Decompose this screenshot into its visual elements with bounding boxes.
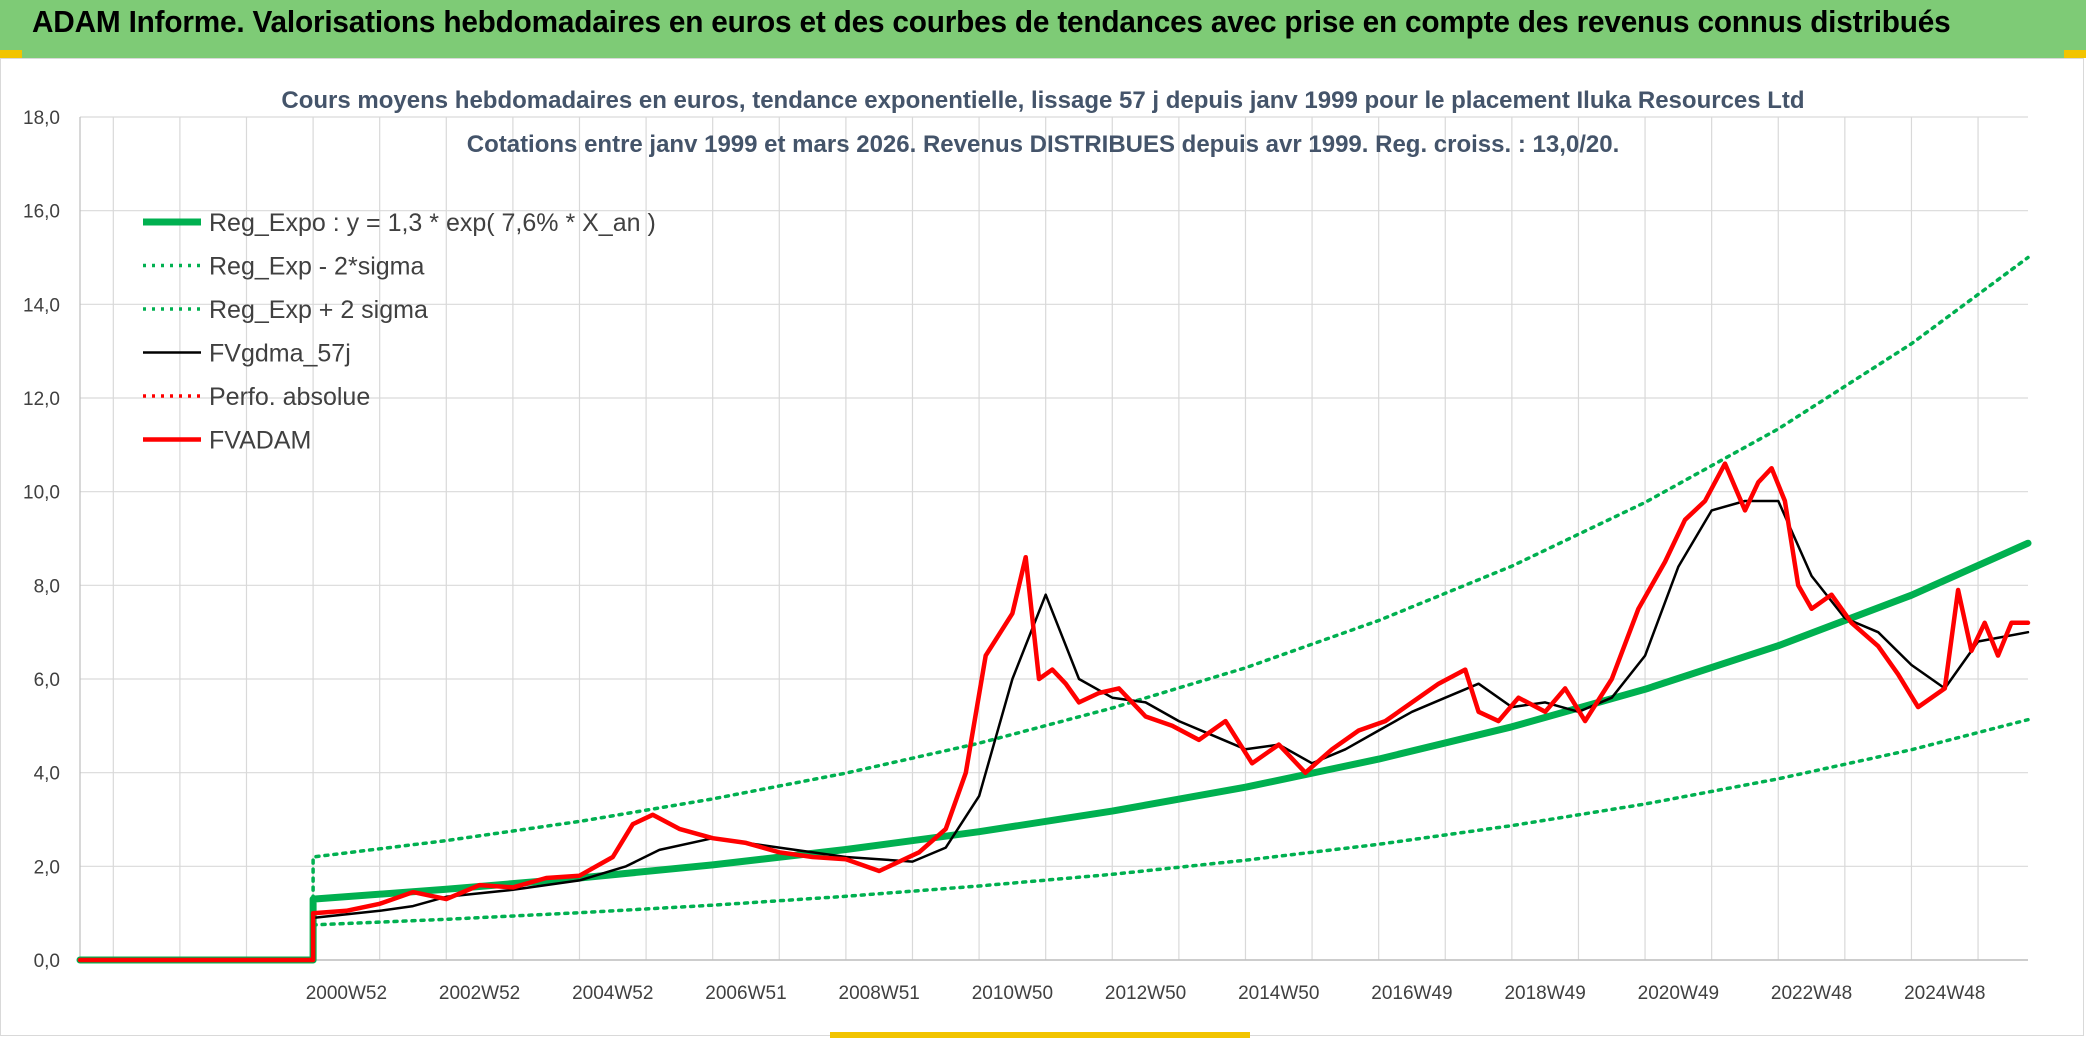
legend-label: FVgdma_57j [209,340,351,368]
legend-label: Reg_Expo : y = 1,3 * exp( 7,6% * X_an ) [209,209,656,237]
legend-label: Perfo. absolue [209,383,370,411]
x-tick-label: 2024W48 [1904,983,1985,1004]
chart-title-line2: Cotations entre janv 1999 et mars 2026. … [467,131,1620,158]
series-line [76,539,2032,964]
legend: Reg_Expo : y = 1,3 * exp( 7,6% * X_an ) R… [143,209,656,455]
legend-label: FVADAM [209,427,311,455]
y-tick-label: 18,0 [23,108,60,129]
y-tick-label: 0,0 [34,951,60,972]
chart-frame [0,58,2084,1036]
y-tick-label: 4,0 [34,764,60,785]
header-bar: ADAM Informe. Valorisations hebdomadaire… [0,0,2086,58]
legend-label: Reg_Exp - 2*sigma [209,253,424,281]
gridlines [80,116,2028,961]
x-tick-label: 2006W51 [705,983,786,1004]
series-line [311,255,2030,901]
x-tick-label: 2022W48 [1771,983,1852,1004]
chart-title-line1: Cours moyens hebdomadaires en euros, ten… [281,87,1804,114]
x-tick-label: 2014W50 [1238,983,1319,1004]
series-line [77,461,2031,963]
x-tick-label: 2020W49 [1638,983,1719,1004]
x-tick-label: 2000W52 [306,983,387,1004]
series-line [311,717,2030,927]
x-tick-label: 2008W51 [839,983,920,1004]
header-accent-left [0,50,22,58]
page-title: ADAM Informe. Valorisations hebdomadaire… [32,4,1951,39]
y-tick-label: 14,0 [23,295,60,316]
y-tick-label: 8,0 [34,576,60,597]
series-line [78,499,2030,962]
y-tick-label: 6,0 [34,670,60,691]
y-tick-label: 16,0 [23,202,60,223]
x-tick-label: 2016W49 [1371,983,1452,1004]
y-tick-label: 2,0 [34,857,60,878]
header-accent-right [2064,50,2086,58]
series-lines [76,255,2032,964]
x-tick-label: 2010W50 [972,983,1053,1004]
x-tick-label: 2004W52 [572,983,653,1004]
x-tick-label: 2012W50 [1105,983,1186,1004]
bottom-accent [830,1032,1250,1038]
x-tick-label: 2018W49 [1504,983,1585,1004]
legend-label: Reg_Exp + 2 sigma [209,296,428,324]
y-tick-label: 12,0 [23,389,60,410]
axes: 0,0 2,0 4,0 6,0 8,0 10,0 12,0 14,0 16,0 18,0 2000W… [23,108,2028,1004]
y-tick-label: 10,0 [23,483,60,504]
x-tick-label: 2002W52 [439,983,520,1004]
